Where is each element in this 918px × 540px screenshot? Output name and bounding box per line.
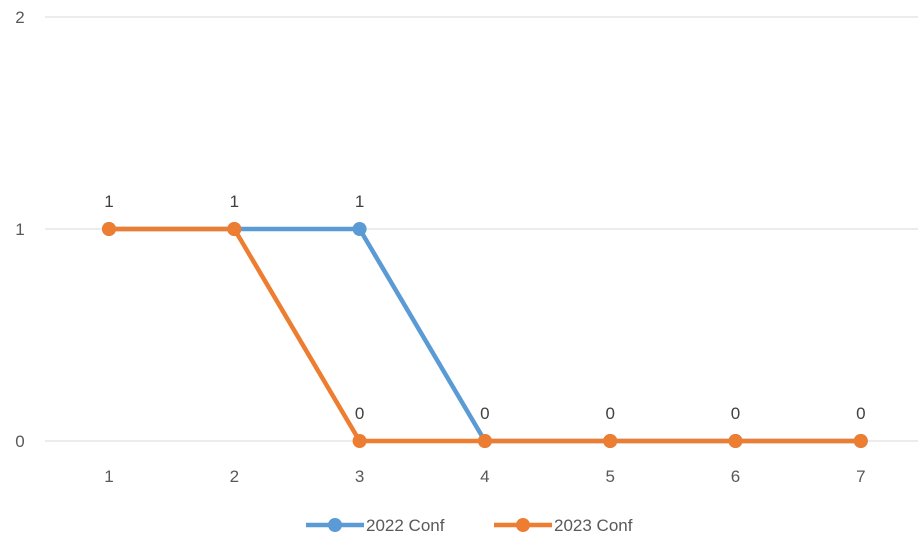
data-label: 1 <box>355 192 364 211</box>
data-labels: 1 0 0 0 0 1 1 0 <box>104 192 865 423</box>
x-axis-tick-labels: 1 2 3 4 5 6 7 <box>104 467 865 486</box>
data-point <box>352 434 367 448</box>
legend-marker-icon <box>516 518 530 532</box>
data-label: 0 <box>605 404 614 423</box>
data-point <box>352 222 367 236</box>
legend-item: 2022 Conf <box>306 516 445 535</box>
legend-item: 2023 Conf <box>494 516 633 535</box>
series-lines <box>102 222 868 448</box>
x-tick-label: 7 <box>856 467 865 486</box>
data-point <box>728 434 743 448</box>
x-tick-label: 6 <box>731 467 740 486</box>
data-label: 0 <box>355 404 364 423</box>
legend-label: 2022 Conf <box>366 516 445 535</box>
data-label: 0 <box>731 404 740 423</box>
data-point <box>102 222 116 236</box>
y-tick-label: 0 <box>15 432 24 451</box>
legend: 2022 Conf 2023 Conf <box>306 516 633 535</box>
data-label: 0 <box>856 404 865 423</box>
x-tick-label: 1 <box>104 467 113 486</box>
y-tick-label: 1 <box>15 220 24 239</box>
data-point <box>227 222 242 236</box>
x-tick-label: 4 <box>480 467 489 486</box>
data-label: 1 <box>104 192 113 211</box>
legend-label: 2023 Conf <box>554 516 633 535</box>
x-tick-label: 3 <box>355 467 364 486</box>
y-axis-tick-labels: 0 1 2 <box>15 8 24 451</box>
data-point <box>853 434 868 448</box>
x-tick-label: 5 <box>605 467 614 486</box>
series-2 <box>102 222 868 448</box>
legend-marker-icon <box>328 518 342 532</box>
data-label: 0 <box>480 404 489 423</box>
data-point <box>603 434 618 448</box>
y-tick-label: 2 <box>15 8 24 27</box>
x-tick-label: 2 <box>230 467 239 486</box>
data-label: 1 <box>230 192 239 211</box>
data-point <box>477 434 492 448</box>
